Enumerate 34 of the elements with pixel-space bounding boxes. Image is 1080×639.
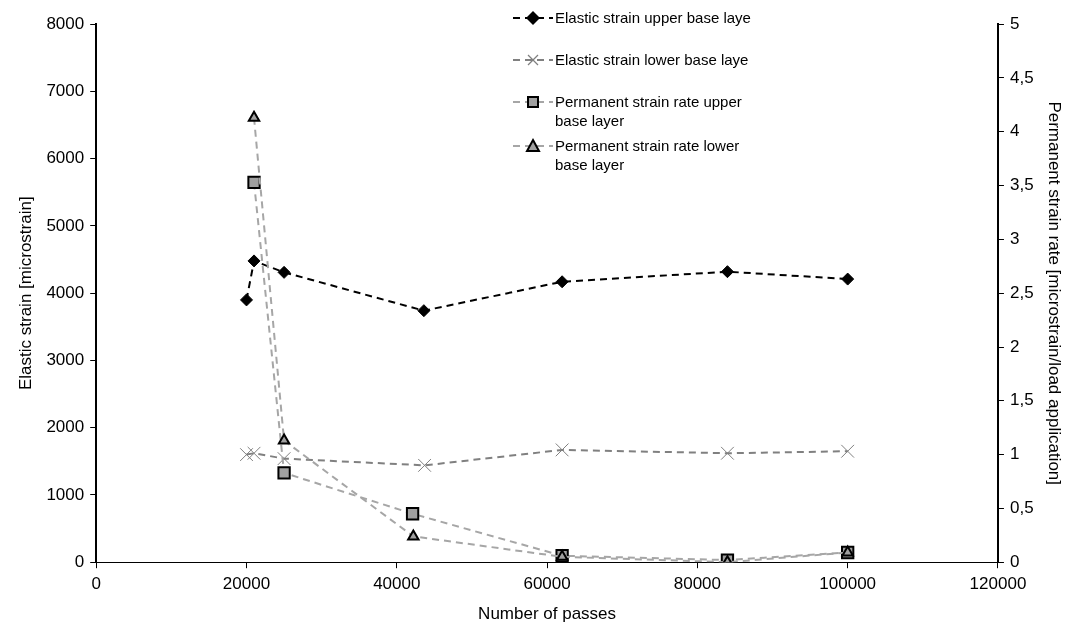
y2-tick-label: 1,5 [1009, 390, 1034, 410]
legend-label: Elastic strain upper base laye [555, 8, 751, 27]
y-axis-title: Elastic strain [microstrain] [15, 196, 35, 391]
y2-tick-label: 2 [1009, 336, 1020, 356]
y2-tick-label: 1 [1009, 444, 1020, 464]
x-tick-label: 60000 [523, 574, 571, 594]
y2-tick-label: 4 [1009, 121, 1020, 141]
y-tick-label: 5000 [46, 215, 85, 235]
y2-tick-label: 3 [1009, 229, 1020, 249]
y-tick-label: 0 [74, 551, 85, 571]
y2-tick-label: 0,5 [1009, 498, 1034, 518]
x-axis-title: Number of passes [478, 604, 617, 624]
legend-label: Permanent strain rate upper base layer [555, 92, 743, 130]
y2-tick-label: 4,5 [1009, 67, 1034, 87]
y-tick-label: 6000 [46, 148, 85, 168]
y2-tick-label: 5 [1009, 13, 1020, 33]
x-tick-label: 80000 [673, 574, 722, 594]
x-tick-label: 40000 [373, 574, 421, 594]
y-tick-label: 7000 [46, 81, 85, 101]
legend-label: Elastic strain lower base laye [555, 50, 749, 69]
y2-tick-label: 0 [1009, 551, 1020, 571]
y2-tick-label: 3,5 [1009, 175, 1034, 195]
x-tick-label: 100000 [819, 574, 877, 594]
x-tick-label: 120000 [969, 574, 1027, 594]
y-tick-label: 8000 [46, 13, 85, 33]
y-tick-label: 1000 [46, 484, 85, 504]
legend-label: Permanent strain rate lower base layer [555, 136, 741, 174]
y-tick-label: 2000 [46, 417, 85, 437]
x-tick-label: 0 [91, 574, 101, 594]
y-tick-label: 4000 [46, 282, 85, 302]
y2-tick-label: 2,5 [1009, 282, 1034, 302]
y2-axis-title: Permanent strain rate [microstrain/load application] [1045, 101, 1065, 486]
y-tick-label: 3000 [46, 350, 85, 370]
x-tick-label: 20000 [222, 574, 271, 594]
